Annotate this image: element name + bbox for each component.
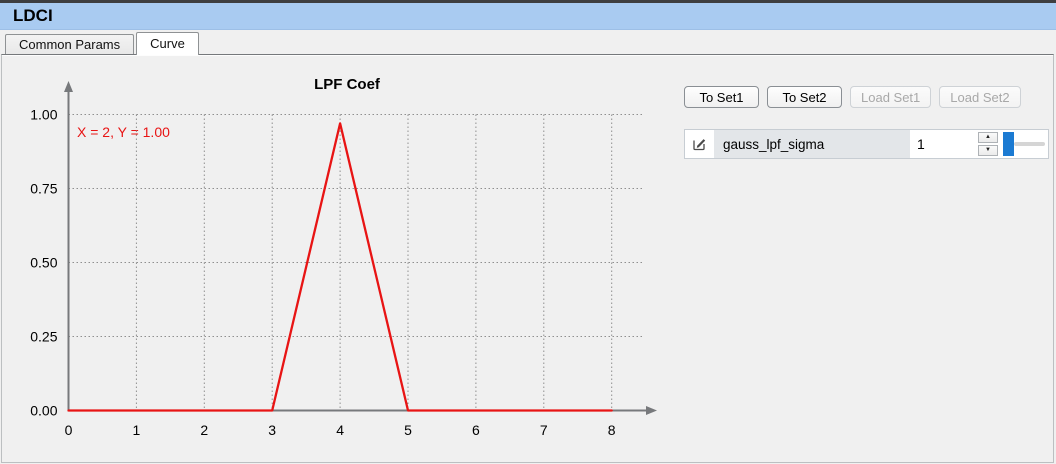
param-slider[interactable] — [1000, 130, 1048, 158]
svg-text:6: 6 — [472, 422, 480, 438]
svg-text:0.50: 0.50 — [30, 255, 57, 271]
param-value-input[interactable] — [910, 130, 976, 158]
svg-text:1: 1 — [133, 422, 141, 438]
chart-title: LPF Coef — [314, 76, 380, 93]
svg-text:7: 7 — [540, 422, 548, 438]
window-top-edge — [0, 0, 1056, 3]
to-set2-button[interactable]: To Set2 — [767, 86, 842, 108]
svg-text:0: 0 — [65, 422, 73, 438]
tab-common-params[interactable]: Common Params — [5, 34, 135, 54]
param-name-label: gauss_lpf_sigma — [714, 130, 910, 158]
svg-text:0.75: 0.75 — [30, 181, 57, 197]
slider-track[interactable] — [1014, 142, 1045, 146]
svg-text:5: 5 — [404, 422, 412, 438]
load-set2-button[interactable]: Load Set2 — [939, 86, 1021, 108]
svg-text:0.00: 0.00 — [30, 403, 57, 419]
svg-text:1.00: 1.00 — [30, 107, 57, 123]
to-set1-button[interactable]: To Set1 — [684, 86, 759, 108]
svg-text:4: 4 — [336, 422, 344, 438]
svg-text:2: 2 — [200, 422, 208, 438]
title-bar: LDCI — [0, 3, 1056, 30]
svg-text:3: 3 — [268, 422, 276, 438]
window-title: LDCI — [13, 6, 53, 25]
svg-text:8: 8 — [608, 422, 616, 438]
tab-curve[interactable]: Curve — [136, 32, 199, 55]
curve-panel: LPF Coef X = 2, Y = 1.00 0 1 2 3 4 5 6 7 8 0.00 0.… — [1, 54, 1054, 463]
param-row-gauss-lpf-sigma: gauss_lpf_sigma ▲ ▼ — [684, 129, 1049, 159]
param-spinner: ▲ ▼ — [976, 130, 1000, 158]
lpf-coef-chart: 0 1 2 3 4 5 6 7 8 0.00 0.25 0.50 0.75 1.00 — [30, 81, 657, 438]
tab-bar: Common Params Curve — [0, 30, 1056, 55]
edit-param-button[interactable] — [685, 130, 713, 158]
set-buttons-row: To Set1 To Set2 Load Set1 Load Set2 — [684, 86, 1021, 108]
svg-text:0.25: 0.25 — [30, 329, 57, 345]
spinner-down-button[interactable]: ▼ — [978, 145, 998, 156]
slider-handle[interactable] — [1003, 132, 1014, 156]
load-set1-button[interactable]: Load Set1 — [850, 86, 932, 108]
spinner-up-button[interactable]: ▲ — [978, 132, 998, 143]
cursor-readout: X = 2, Y = 1.00 — [77, 124, 170, 140]
pencil-icon — [693, 139, 706, 151]
